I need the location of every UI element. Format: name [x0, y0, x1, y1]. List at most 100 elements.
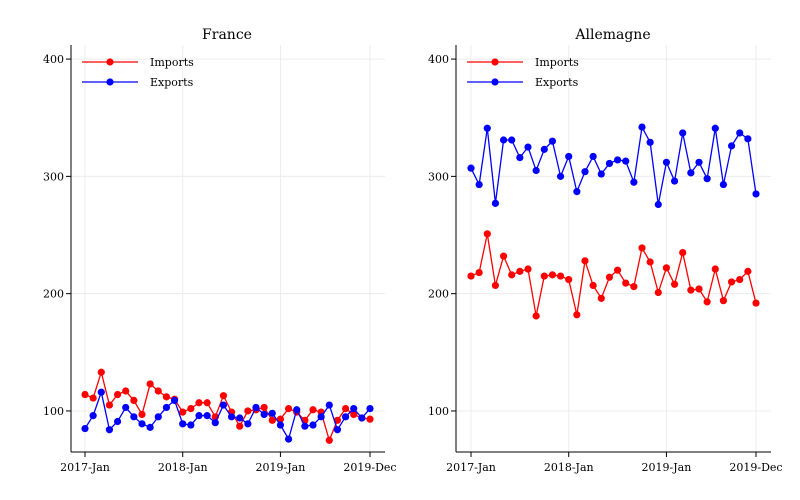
data-point-exports [130, 413, 138, 421]
data-point-exports [711, 124, 719, 132]
data-point-imports [325, 436, 333, 444]
data-point-exports [219, 401, 228, 409]
data-point-imports [146, 380, 154, 388]
data-point-imports [581, 257, 589, 265]
x-tick-label: 2018-Jan [158, 461, 208, 474]
data-point-imports [744, 267, 752, 275]
data-point-exports [654, 200, 662, 209]
data-point-imports [179, 408, 187, 416]
data-point-imports [162, 393, 171, 401]
data-point-exports [646, 138, 654, 146]
data-point-exports [366, 405, 374, 413]
y-tick-label: 400 [428, 53, 449, 66]
data-point-exports [236, 414, 244, 422]
data-point-imports [622, 279, 630, 287]
data-point-exports [589, 152, 597, 161]
data-point-exports [170, 396, 179, 404]
y-tick-label: 100 [428, 405, 449, 418]
data-point-imports [154, 387, 162, 395]
data-point-exports [532, 166, 540, 175]
data-point-imports [491, 281, 500, 290]
data-point-imports [508, 271, 516, 279]
data-point-exports [113, 417, 122, 426]
data-point-exports [719, 180, 728, 189]
data-point-exports [293, 406, 301, 414]
legend-label-exports: Exports [535, 76, 579, 89]
x-tick-label: 2019-Dec [729, 461, 782, 474]
data-point-imports [97, 368, 105, 376]
data-point-exports [467, 164, 475, 172]
data-point-exports [227, 413, 236, 421]
data-point-exports [662, 158, 671, 166]
data-point-exports [475, 180, 483, 189]
data-point-imports [548, 271, 557, 279]
data-point-imports [219, 392, 228, 400]
data-point-exports [89, 412, 97, 420]
data-point-exports [211, 419, 219, 427]
data-point-exports [138, 420, 146, 428]
data-point-exports [638, 123, 646, 131]
data-point-exports [154, 413, 162, 421]
data-point-exports [268, 409, 276, 417]
data-point-exports [301, 422, 309, 430]
data-point-imports [532, 312, 540, 320]
chart-panel-1: 100 200 300 400 2017-Jan 2018-Jan 2019-Jan 2019… [428, 27, 783, 474]
x-tick-label: 2019-Jan [642, 461, 692, 474]
data-point-imports [540, 272, 548, 280]
data-point-exports [97, 388, 105, 396]
y-tick-label: 100 [43, 405, 64, 418]
data-point-exports [491, 199, 500, 207]
data-point-exports [358, 414, 366, 422]
x-tick-label: 2017-Jan [446, 461, 496, 474]
legend-marker-imports [491, 58, 499, 66]
data-point-exports [146, 423, 154, 431]
legend-marker-exports [106, 78, 114, 86]
legend-marker-imports [106, 58, 114, 66]
data-point-imports [556, 272, 565, 280]
data-point-exports [516, 153, 524, 162]
data-point-imports [646, 258, 654, 266]
data-point-imports [122, 387, 130, 395]
data-point-imports [736, 275, 744, 284]
legend-label-exports: Exports [150, 76, 194, 89]
legend-marker-exports [491, 78, 499, 86]
data-point-imports [260, 403, 268, 412]
data-point-exports [81, 424, 89, 433]
data-point-exports [540, 145, 548, 153]
data-point-exports [252, 403, 260, 412]
data-point-imports [516, 267, 524, 275]
data-point-exports [727, 142, 736, 150]
data-point-imports [565, 275, 573, 284]
data-point-imports [630, 283, 638, 291]
data-point-imports [341, 405, 350, 413]
data-point-exports [508, 136, 516, 144]
data-point-exports [597, 170, 605, 178]
data-point-imports [236, 422, 244, 430]
data-point-imports [333, 416, 342, 424]
data-point-imports [130, 396, 138, 404]
data-point-exports [573, 188, 581, 196]
data-point-exports [565, 152, 573, 161]
data-point-exports [499, 136, 508, 144]
data-point-imports [687, 286, 695, 294]
data-point-imports [752, 299, 760, 307]
data-point-imports [89, 394, 97, 402]
data-point-imports [662, 264, 671, 272]
legend-label-imports: Imports [150, 56, 194, 69]
data-point-exports [260, 410, 268, 419]
data-point-exports [630, 178, 638, 186]
data-point-exports [581, 168, 589, 176]
data-point-imports [113, 390, 122, 399]
chart-title: Allemagne [574, 27, 650, 43]
data-point-exports [244, 420, 252, 428]
data-point-exports [341, 413, 350, 421]
data-point-imports [475, 268, 483, 277]
data-point-exports [483, 124, 491, 132]
data-point-exports [350, 405, 358, 413]
data-point-imports [605, 273, 614, 281]
data-point-imports [638, 244, 646, 252]
data-point-exports [752, 190, 760, 198]
legend-label-imports: Imports [535, 56, 579, 69]
data-point-imports [695, 285, 703, 293]
